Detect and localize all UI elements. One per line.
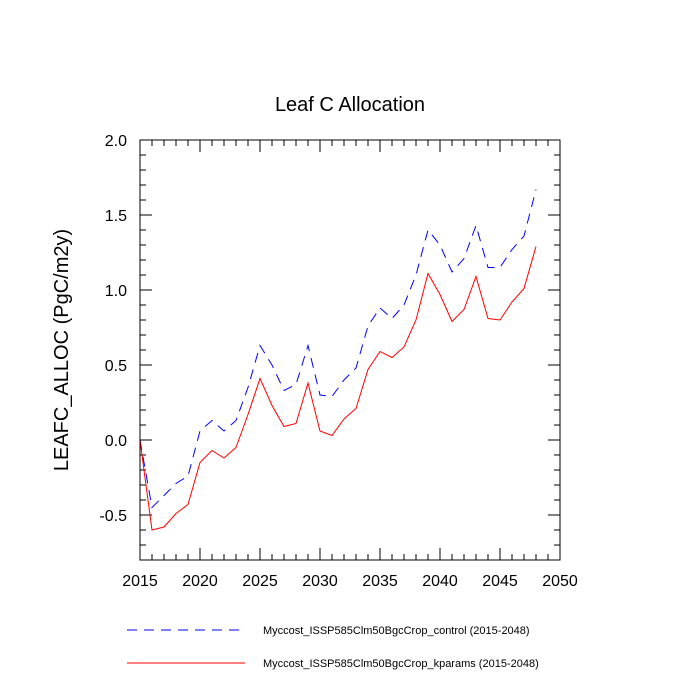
legend-label-kparams: Myccost_ISSP585Clm50BgcCrop_kparams (201… xyxy=(263,658,539,670)
x-tick-label: 2050 xyxy=(542,573,578,590)
y-axis-label: LEAFC_ALLOC (PgC/m2y) xyxy=(51,229,73,471)
y-tick-label: 1.5 xyxy=(105,208,127,225)
y-tick-label: 1.0 xyxy=(105,283,127,300)
y-tick-label: -0.5 xyxy=(99,508,127,525)
x-tick-label: 2040 xyxy=(422,573,458,590)
chart-title: Leaf C Allocation xyxy=(275,94,425,116)
axis-ticks xyxy=(139,139,561,561)
legend-label-control: Myccost_ISSP585Clm50BgcCrop_control (201… xyxy=(263,625,530,637)
x-tick-label: 2015 xyxy=(122,573,158,590)
plot-frame xyxy=(139,139,561,561)
x-tick-label: 2025 xyxy=(242,573,278,590)
legend: Myccost_ISSP585Clm50BgcCrop_control (201… xyxy=(127,625,539,670)
series-line-kparams xyxy=(139,246,537,531)
x-tick-label: 2030 xyxy=(302,573,338,590)
y-tick-label: 0.5 xyxy=(105,358,127,375)
y-tick-labels: -0.5 0.0 0.5 1.0 1.5 2.0 xyxy=(99,133,127,525)
x-tick-label: 2045 xyxy=(482,573,518,590)
x-tick-label: 2020 xyxy=(182,573,218,590)
y-tick-label: 2.0 xyxy=(105,133,127,150)
x-tick-labels: 2015 2020 2025 2030 2035 2040 2045 2050 xyxy=(122,573,578,590)
y-tick-label: 0.0 xyxy=(105,433,127,450)
series-group xyxy=(139,189,537,531)
x-tick-label: 2035 xyxy=(362,573,398,590)
series-line-control xyxy=(139,189,537,509)
